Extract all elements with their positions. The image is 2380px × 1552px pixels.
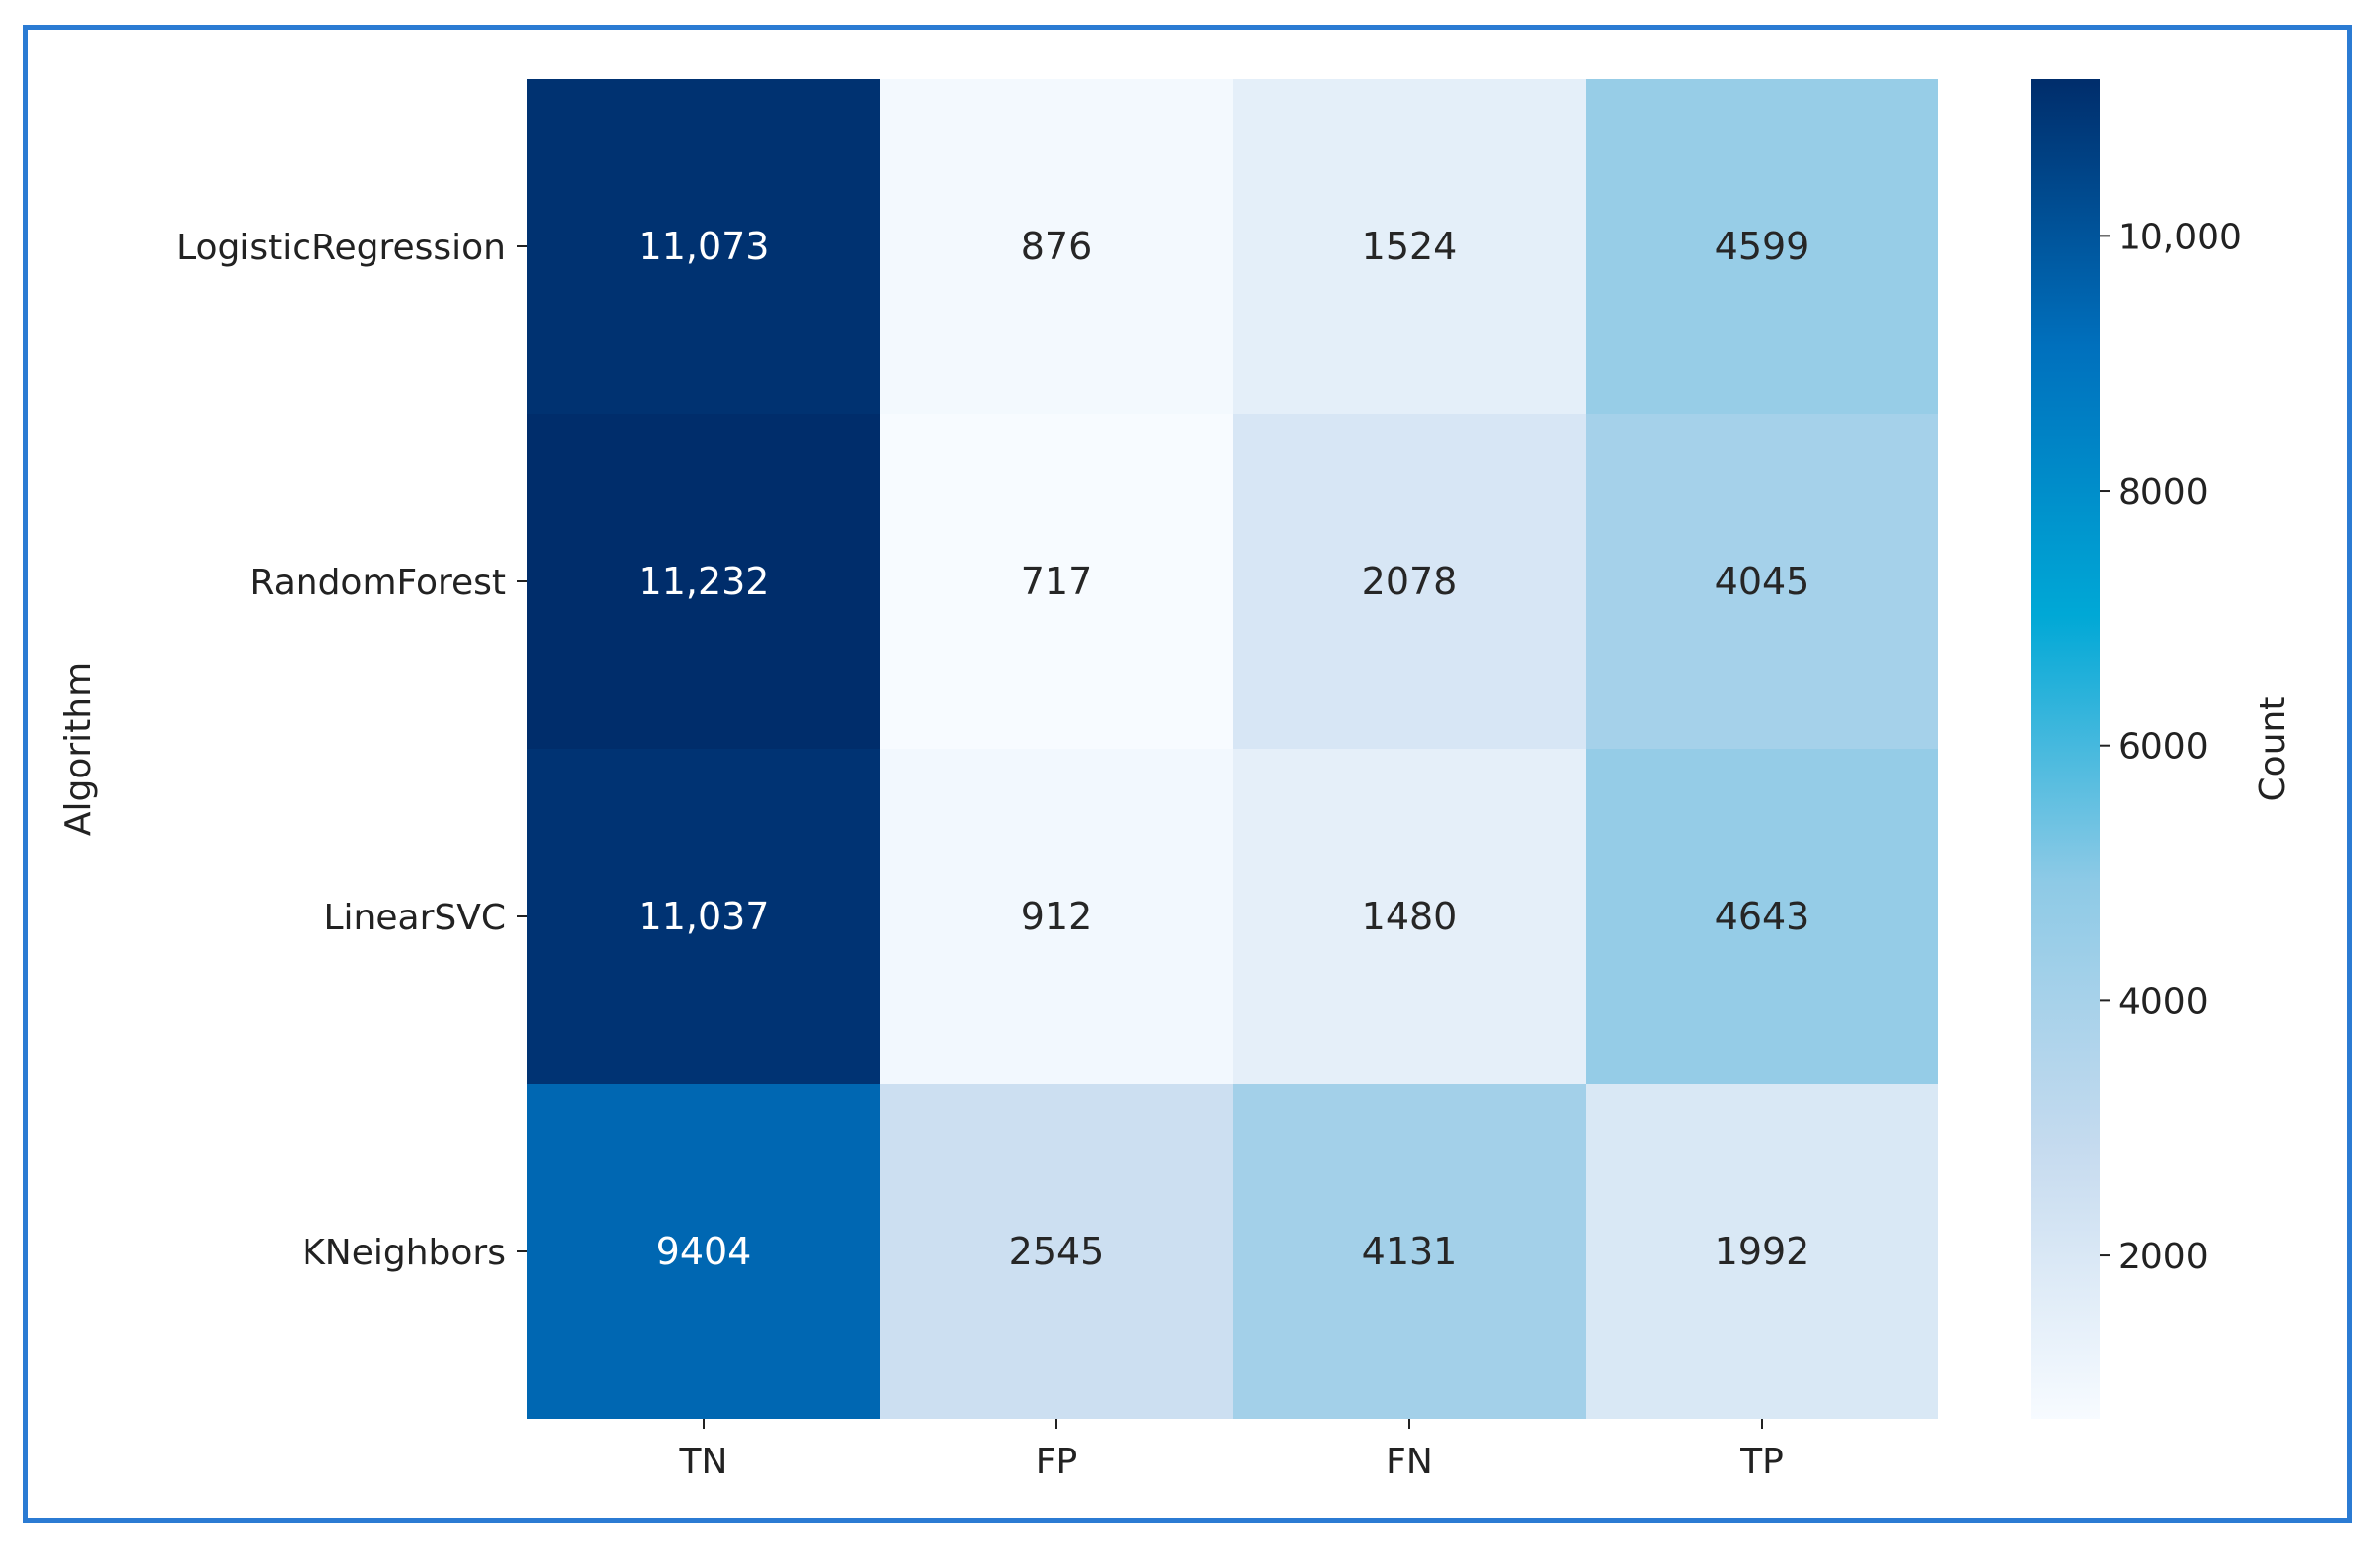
cell-value-label: 1524 — [1362, 225, 1458, 268]
heatmap-cell — [527, 1084, 880, 1419]
figure-frame: 11,073 876 1524 4599 11,232 717 2078 4045 11,037… — [23, 25, 2352, 1523]
heatmap-cell — [880, 79, 1233, 414]
colorbar — [2031, 79, 2100, 1419]
y-axis-label: Algorithm — [58, 662, 99, 836]
heatmap-cell — [527, 414, 880, 749]
cell-value-label: 2545 — [1009, 1230, 1105, 1273]
heatmap-cell — [1586, 79, 1938, 414]
heatmap-cell — [1233, 1084, 1586, 1419]
heatmap-cell — [880, 1084, 1233, 1419]
heatmap-cell — [1586, 414, 1938, 749]
heatmap-chart: 11,073 876 1524 4599 11,232 717 2078 4045 11,037… — [58, 79, 2293, 1482]
cell-value-label: 11,232 — [639, 560, 770, 603]
cell-value-label: 4599 — [1715, 225, 1810, 268]
cell-value-label: 11,073 — [639, 225, 770, 268]
colorbar-tick-label: 4000 — [2118, 981, 2209, 1022]
cell-value-label: 9404 — [656, 1230, 752, 1273]
heatmap-cell — [880, 749, 1233, 1084]
cell-value-label: 4131 — [1362, 1230, 1458, 1273]
y-tick-label: LinearSVC — [324, 898, 507, 938]
heatmap-cell — [527, 79, 880, 414]
heatmap-cell — [1586, 749, 1938, 1084]
x-tick-label: TN — [679, 1442, 728, 1482]
y-tick-label: RandomForest — [249, 563, 506, 603]
cell-value-label: 4643 — [1715, 895, 1810, 938]
heatmap-cell — [880, 414, 1233, 749]
cell-value-label: 717 — [1021, 560, 1093, 603]
cell-value-label: 912 — [1021, 895, 1093, 938]
y-tick-label: LogisticRegression — [176, 228, 506, 268]
x-axis: TN FP FN TP — [679, 1419, 1784, 1482]
cell-value-label: 2078 — [1362, 560, 1458, 603]
heatmap-cell — [1233, 749, 1586, 1084]
colorbar-ticks: 2000 4000 6000 8000 10,000 — [2100, 217, 2242, 1277]
colorbar-label: Count — [2253, 697, 2293, 802]
x-tick-label: FN — [1386, 1442, 1433, 1482]
y-tick-label: KNeighbors — [302, 1233, 506, 1273]
x-tick-label: TP — [1739, 1442, 1784, 1482]
cell-value-label: 1480 — [1362, 895, 1458, 938]
cell-value-label: 4045 — [1715, 560, 1810, 603]
y-axis: LogisticRegression RandomForest LinearSVC K… — [176, 228, 527, 1273]
cell-value-label: 11,037 — [639, 895, 770, 938]
heatmap-cell — [1233, 414, 1586, 749]
cell-value-label: 1992 — [1715, 1230, 1810, 1273]
heatmap-cell — [527, 749, 880, 1084]
heatmap-cell-labels: 11,073 876 1524 4599 11,232 717 2078 4045 11,037… — [639, 225, 1810, 1273]
heatmap-cell — [1586, 1084, 1938, 1419]
colorbar-tick-label: 8000 — [2118, 472, 2209, 512]
heatmap-cell — [1233, 79, 1586, 414]
x-tick-label: FP — [1036, 1442, 1077, 1482]
colorbar-tick-label: 6000 — [2118, 727, 2209, 768]
cell-value-label: 876 — [1021, 225, 1093, 268]
heatmap-cells — [527, 79, 1938, 1419]
colorbar-tick-label: 2000 — [2118, 1237, 2209, 1277]
colorbar-tick-label: 10,000 — [2118, 217, 2242, 257]
